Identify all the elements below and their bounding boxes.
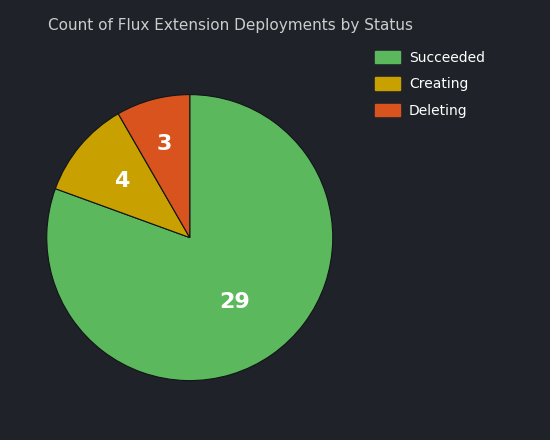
Text: 3: 3 — [157, 134, 172, 154]
Text: 29: 29 — [219, 292, 250, 312]
Text: 4: 4 — [114, 171, 129, 191]
Wedge shape — [47, 95, 333, 381]
Legend: Succeeded, Creating, Deleting: Succeeded, Creating, Deleting — [376, 51, 485, 118]
Text: Count of Flux Extension Deployments by Status: Count of Flux Extension Deployments by S… — [48, 18, 414, 33]
Wedge shape — [56, 114, 190, 238]
Wedge shape — [118, 95, 190, 238]
